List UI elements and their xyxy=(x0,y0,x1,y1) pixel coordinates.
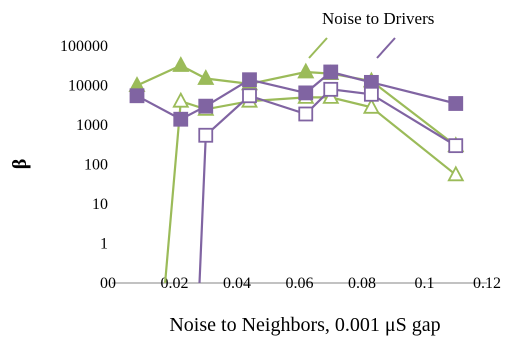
x-tick-label: 0.1 xyxy=(415,275,435,292)
annotation-pointer-purple xyxy=(376,37,396,59)
data-point-square xyxy=(198,127,214,143)
data-point-triangle xyxy=(172,56,190,72)
annotation-layer: Noise to Drivers xyxy=(308,9,434,59)
data-point-square xyxy=(298,106,314,122)
data-point-square xyxy=(363,86,379,102)
data-point-square xyxy=(129,88,145,104)
series-2 xyxy=(164,88,465,284)
x-tick-label: 0.02 xyxy=(161,275,189,292)
x-axis-label: Noise to Neighbors, 0.001 μS gap xyxy=(169,314,440,336)
data-point-triangle xyxy=(447,165,465,182)
series-line xyxy=(198,88,457,284)
y-axis-label: β xyxy=(9,159,31,170)
data-point-square xyxy=(298,85,314,101)
y-tick-label: 100 xyxy=(84,157,108,174)
y-tick-label: 100000 xyxy=(60,38,108,55)
data-point-square xyxy=(323,81,339,97)
series-line xyxy=(164,96,457,284)
series-layer xyxy=(128,56,465,284)
data-point-triangle xyxy=(172,91,190,108)
annotation-text: Noise to Drivers xyxy=(322,9,434,28)
x-tick-label: 0.06 xyxy=(286,275,314,292)
y-tick-label: 0 xyxy=(100,275,108,292)
series-3 xyxy=(129,64,464,127)
data-point-square xyxy=(448,138,464,154)
data-point-square xyxy=(173,111,189,127)
data-point-square xyxy=(448,96,464,111)
y-tick-label: 10 xyxy=(92,196,108,213)
x-tick-label: 0.08 xyxy=(348,275,376,292)
x-tick-label: 0.12 xyxy=(473,275,501,292)
x-tick-label: 0.04 xyxy=(223,275,251,292)
series-4 xyxy=(198,81,464,284)
data-point-triangle xyxy=(362,97,380,114)
data-point-square xyxy=(323,64,339,80)
data-point-triangle xyxy=(297,62,315,79)
annotation-pointer-green xyxy=(308,37,328,59)
y-tick-label: 1000 xyxy=(76,117,108,134)
data-point-square xyxy=(198,98,214,114)
data-point-square xyxy=(242,88,257,104)
axes: 0 1 10 100 1000 10000 100000 0 0.02 0.04 0.06 0.08 0… xyxy=(60,38,501,292)
x-tick-label: 0 xyxy=(108,275,116,292)
data-point-triangle xyxy=(197,69,215,85)
y-tick-label: 10000 xyxy=(68,78,108,95)
y-tick-label: 1 xyxy=(100,236,108,253)
data-point-square xyxy=(242,72,257,88)
